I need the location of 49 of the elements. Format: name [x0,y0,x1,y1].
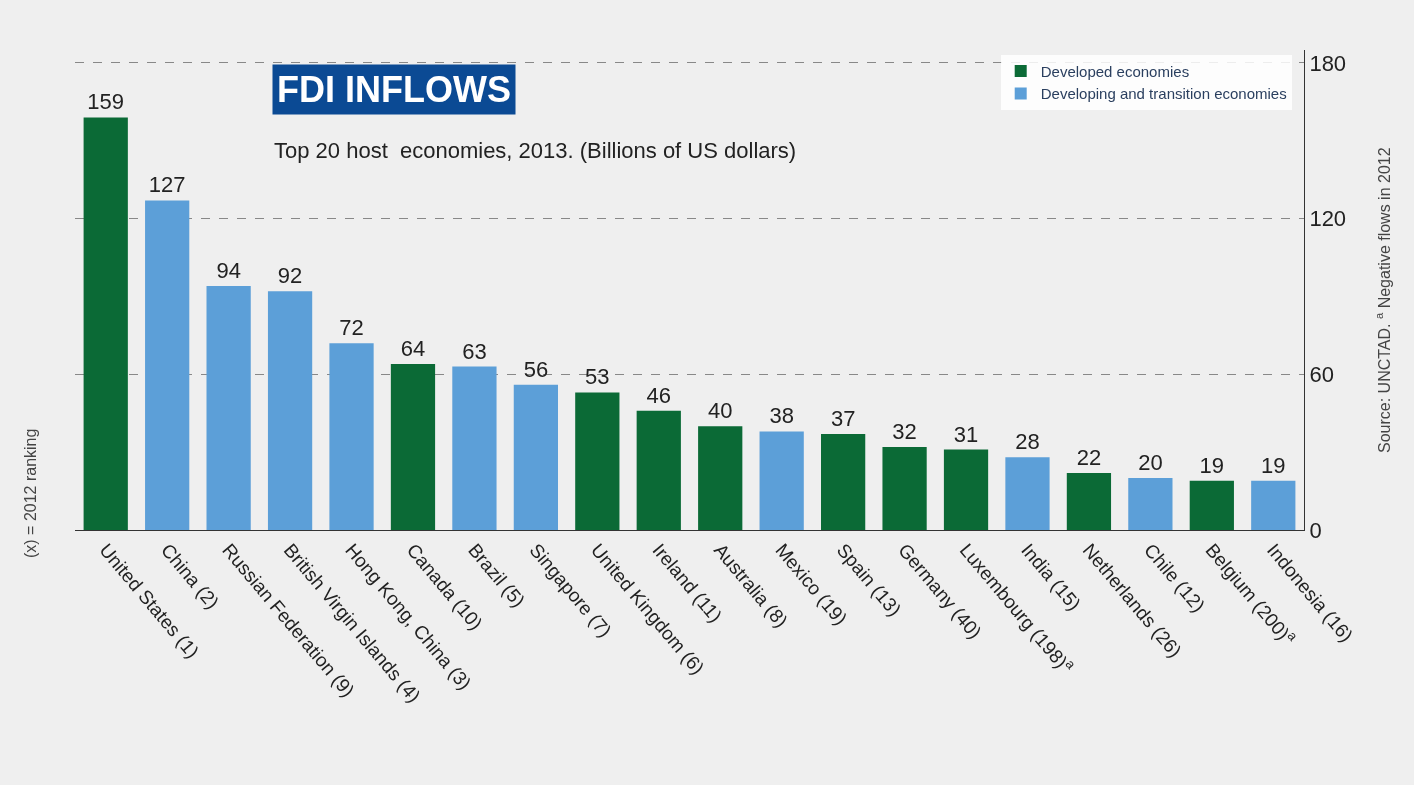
data-label: 46 [646,382,672,408]
data-label: 28 [1015,429,1040,455]
legend-label: Developing and transition economies [1040,85,1287,103]
bar [636,410,681,530]
data-label: 56 [523,356,549,382]
data-label: 127 [148,172,186,198]
data-label: 31 [953,421,979,447]
data-label: 72 [339,315,364,341]
bar [575,392,620,530]
y-tick-label: 180 [1309,50,1347,76]
legend-label: Developed economies [1040,62,1190,80]
data-label: 37 [830,406,856,431]
data-label: 40 [707,398,733,424]
data-label: 64 [400,335,426,361]
data-label: 38 [769,403,794,429]
bar [1251,480,1296,530]
bar [452,366,497,530]
text: Top 20 host economies, 2013. (Billions of US dollars) [274,138,797,163]
bar [513,384,558,530]
bar [698,426,743,530]
data-label: 19 [1261,452,1286,478]
bar [943,449,989,530]
bar [1189,480,1234,530]
bar [882,446,927,530]
data-label: 63 [462,338,487,364]
data-label: 92 [277,263,303,289]
data-label: 20 [1138,450,1163,476]
bar [267,291,313,530]
y-tick-label: 60 [1309,362,1334,388]
y-tick-label: 0 [1309,517,1322,543]
text: FDI INFLOWS [277,69,511,110]
bar [206,286,251,530]
data-label: 32 [892,418,917,444]
bar [821,434,866,530]
data-label: 19 [1199,452,1225,478]
bar [759,431,804,530]
bar [1005,457,1050,530]
bar [1066,472,1112,530]
y-tick-label: 120 [1309,206,1347,232]
bar [145,200,190,530]
data-label: 159 [87,89,125,115]
bar [329,343,374,530]
bar [83,117,128,530]
data-label: 94 [216,258,241,284]
data-label: 22 [1076,444,1102,470]
bar [390,363,436,530]
data-label: 53 [585,364,610,390]
bar [1128,478,1173,530]
text: (x) = 2012 ranking [22,428,39,558]
